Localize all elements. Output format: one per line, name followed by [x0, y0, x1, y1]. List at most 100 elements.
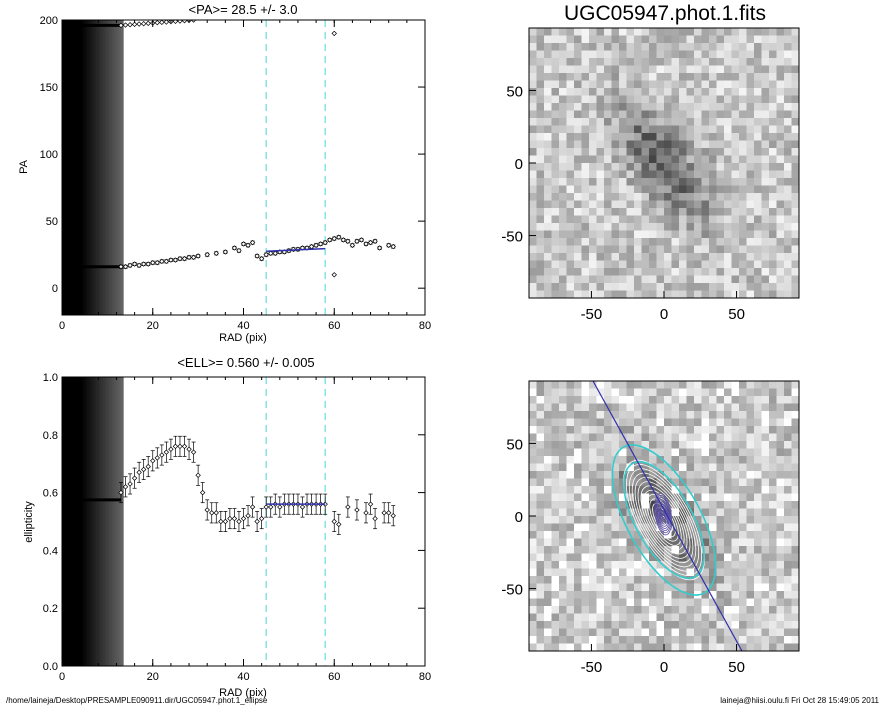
image-pixel — [686, 260, 695, 269]
image-pixel — [656, 478, 665, 487]
image-pixel — [746, 448, 755, 457]
image-pixel — [679, 260, 687, 269]
x-tick-label: 20 — [147, 671, 159, 683]
image-pixel — [709, 591, 717, 599]
image-pixel — [754, 163, 762, 171]
image-pixel — [709, 471, 717, 479]
image-pixel — [611, 561, 620, 569]
shade-strip — [102, 377, 106, 666]
image-pixel — [746, 456, 755, 464]
image-pixel — [544, 200, 552, 209]
image-pixel — [604, 290, 612, 298]
image-pixel — [664, 561, 672, 569]
image-pixel — [664, 381, 672, 389]
image-pixel — [581, 193, 590, 201]
image-pixel — [784, 553, 792, 562]
image-pixel — [769, 388, 777, 397]
image-pixel — [626, 643, 635, 651]
image-pixel — [686, 471, 695, 479]
image-pixel — [589, 396, 597, 404]
image-pixel — [611, 35, 620, 44]
image-pixel — [791, 163, 799, 171]
image-pixel — [776, 253, 785, 261]
image-pixel — [701, 598, 710, 607]
image-pixel — [619, 178, 627, 186]
image-pixel — [551, 478, 560, 487]
image-pixel — [761, 163, 770, 171]
image-pixel — [694, 381, 702, 389]
image-pixel — [581, 456, 590, 464]
image-pixel — [754, 200, 762, 209]
image-pixel — [596, 598, 605, 607]
image-pixel — [746, 553, 755, 562]
data-point — [150, 260, 156, 266]
image-pixel — [649, 133, 657, 141]
image-pixel — [559, 508, 567, 517]
image-pixel — [769, 193, 777, 201]
image-pixel — [731, 628, 740, 637]
image-pixel — [679, 628, 687, 637]
image-pixel — [746, 463, 755, 472]
ell-axes: 0 20 40 60 800.00.20.40.60.81.0 — [43, 372, 431, 683]
data-point — [363, 510, 369, 516]
image-pixel — [686, 411, 695, 419]
image-pixel — [791, 621, 799, 629]
image-pixel — [626, 613, 635, 622]
image-pixel — [791, 110, 799, 119]
image-pixel — [761, 463, 770, 472]
image-pixel — [686, 35, 695, 44]
image-pixel — [769, 403, 777, 412]
image-pixel — [679, 583, 687, 592]
image-pixel — [739, 118, 747, 126]
image-pixel — [619, 245, 627, 254]
image-pixel — [671, 178, 680, 186]
image-pixel — [791, 223, 799, 231]
image-pixel — [536, 576, 545, 584]
image-pixel — [664, 448, 672, 457]
image-pixel — [604, 613, 612, 622]
image-pixel — [724, 35, 732, 44]
image-pixel — [641, 576, 650, 584]
image-pixel — [701, 396, 710, 404]
image-pixel — [641, 65, 650, 74]
image-pixel — [664, 583, 672, 592]
image-pixel — [596, 606, 605, 614]
image-pixel — [701, 471, 710, 479]
image-pixel — [754, 148, 762, 156]
ell-xlabel: RAD (pix) — [219, 687, 267, 699]
image-pixel — [551, 523, 560, 532]
image-pixel — [761, 426, 770, 434]
image-pixel — [739, 193, 747, 201]
image-pixel — [701, 73, 710, 81]
image-pixel — [784, 508, 792, 517]
image-pixel — [739, 170, 747, 179]
image-pixel — [641, 73, 650, 81]
image-pixel — [754, 178, 762, 186]
image-pixel — [791, 35, 799, 44]
image-pixel — [791, 155, 799, 164]
image-pixel — [649, 163, 657, 171]
image-pixel — [649, 628, 657, 637]
image-pixel — [671, 441, 680, 449]
image-pixel — [746, 576, 755, 584]
data-point — [322, 239, 328, 246]
image-pixel — [611, 636, 620, 644]
image-pixel — [589, 426, 597, 434]
image-pixel — [566, 583, 575, 592]
data-point — [358, 237, 365, 243]
image-pixel — [574, 140, 582, 149]
image-pixel — [566, 576, 575, 584]
image-pixel — [761, 486, 770, 494]
image-pixel — [709, 230, 717, 239]
shade-strip — [114, 20, 117, 315]
image-pixel — [559, 553, 567, 562]
image-pixel — [724, 140, 732, 149]
image-pixel — [544, 80, 552, 89]
image-pixel — [791, 50, 799, 59]
image-pixel — [551, 208, 560, 216]
image-pixel — [746, 215, 755, 224]
image-pixel — [694, 230, 702, 239]
image-pixel — [686, 478, 695, 487]
data-point — [140, 261, 147, 267]
image-pixel — [709, 531, 717, 539]
